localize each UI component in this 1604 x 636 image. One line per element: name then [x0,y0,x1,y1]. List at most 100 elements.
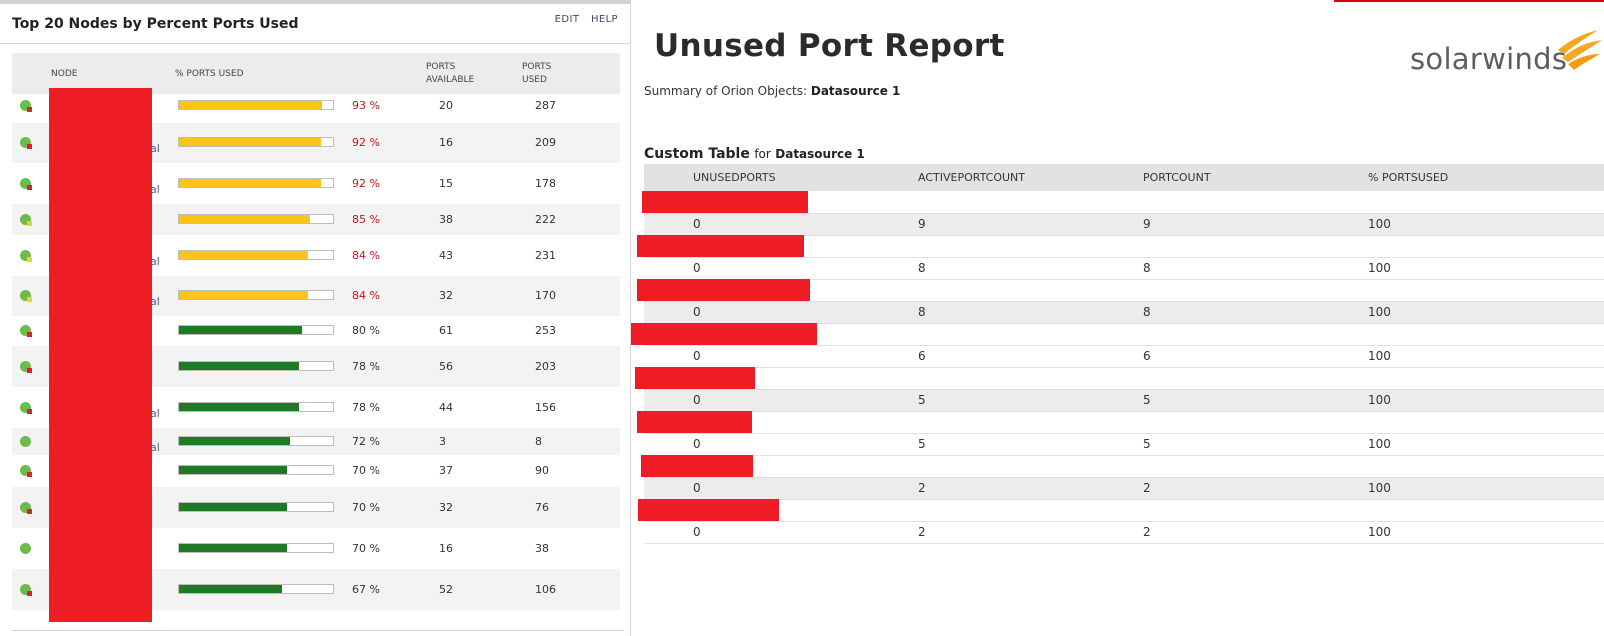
summary-line: Summary of Orion Objects: Datasource 1 [644,84,900,98]
activeportcount-value: 2 [918,481,926,495]
portcount-value: 2 [1143,525,1151,539]
table-row-band [644,301,1604,324]
ports-used-value: 231 [535,249,556,262]
custom-table: UNUSEDPORTS ACTIVEPORTCOUNT PORTCOUNT % … [631,164,1604,544]
edit-link[interactable]: EDIT [554,14,580,25]
table-row[interactable]: al 78 % 44 156 [12,387,620,428]
ports-used-value: 287 [535,99,556,112]
table-row[interactable]: 0 5 5 100 [635,367,1604,412]
unusedports-value: 0 [693,305,701,319]
ports-available-value: 16 [439,542,453,555]
node-status-icon [20,436,31,447]
table-row[interactable]: al 84 % 43 231 [12,235,620,276]
pct-portsused-value: 100 [1368,217,1391,231]
column-header-ports-available[interactable]: PORTS AVAILABLE [426,61,474,87]
table-row[interactable]: 0 8 8 100 [637,235,1604,280]
ports-available-value: 20 [439,99,453,112]
help-link[interactable]: HELP [590,14,618,25]
table-row[interactable]: 70 % 37 90 [12,455,620,487]
column-header-ports-used-line1: PORTS [522,62,552,72]
column-header-activeportcount[interactable]: ACTIVEPORTCOUNT [918,171,1025,184]
pct-ports-used-value: 93 % [352,99,380,112]
node-name-link[interactable]: al [150,295,160,308]
table-row[interactable]: 0 5 5 100 [637,411,1604,456]
node-name-link[interactable]: al [150,142,160,155]
table-row[interactable]: 0 6 6 100 [631,323,1604,368]
status-badge-icon [27,368,32,373]
redacted-node-name [637,279,810,301]
unusedports-value: 0 [693,437,701,451]
table-row-band [644,477,1604,500]
custom-table-datasource: Datasource 1 [775,147,865,161]
ports-used-bar-fill [179,138,321,146]
node-name-link[interactable]: al [150,407,160,420]
node-status-icon [20,250,32,262]
custom-table-title-label: Custom Table [644,146,750,162]
ports-used-bar [178,436,334,446]
unusedports-value: 0 [693,217,701,231]
ports-available-value: 37 [439,464,453,477]
table-row[interactable]: al 92 % 15 178 [12,163,620,204]
node-status-icon [20,361,32,373]
ports-used-bar-fill [179,503,287,511]
redacted-node-name [635,367,755,389]
activeportcount-value: 8 [918,305,926,319]
custom-table-for: for [754,147,771,161]
status-badge-icon [27,144,32,149]
column-header-node[interactable]: NODE [51,69,78,79]
table-row[interactable]: 70 % 16 38 [12,528,620,569]
report-top-accent [1334,0,1604,2]
portcount-value: 5 [1143,437,1151,451]
ports-available-value: 38 [439,213,453,226]
pct-portsused-value: 100 [1368,393,1391,407]
activeportcount-value: 5 [918,437,926,451]
node-status-icon [20,214,32,226]
table-row[interactable]: 80 % 61 253 [12,316,620,346]
status-badge-icon [27,591,32,596]
summary-label: Summary of Orion Objects: [644,84,808,98]
column-header-unusedports[interactable]: UNUSEDPORTS [693,171,776,184]
pct-ports-used-value: 92 % [352,136,380,149]
status-badge-icon [27,221,32,226]
portcount-value: 6 [1143,349,1151,363]
portcount-value: 5 [1143,393,1151,407]
table-row[interactable]: 0 2 2 100 [641,455,1604,500]
table-row[interactable]: 0 8 8 100 [637,279,1604,324]
ports-used-bar [178,214,334,224]
node-name-link[interactable]: al [150,183,160,196]
node-status-icon [20,465,32,477]
ports-used-bar [178,402,334,412]
status-badge-icon [27,409,32,414]
table-row[interactable]: 0 9 9 100 [642,191,1604,236]
ports-used-value: 178 [535,177,556,190]
panel-header-links: EDIT HELP [547,14,618,25]
table-row[interactable]: 93 % 20 287 [12,93,620,119]
node-name-link[interactable]: al [150,441,160,454]
top-nodes-panel: Top 20 Nodes by Percent Ports Used EDIT … [0,0,631,636]
pct-ports-used-value: 92 % [352,177,380,190]
custom-table-title: Custom Table for Datasource 1 [644,146,865,162]
table-row[interactable]: 0 2 2 100 [638,499,1604,544]
ports-used-value: 156 [535,401,556,414]
ports-used-bar-fill [179,179,321,187]
ports-available-value: 52 [439,583,453,596]
node-name-link[interactable]: al [150,255,160,268]
pct-ports-used-value: 78 % [352,360,380,373]
column-header-portcount[interactable]: PORTCOUNT [1143,171,1211,184]
ports-available-value: 32 [439,289,453,302]
column-header-ports-used[interactable]: PORTS USED [522,61,551,87]
ports-used-bar [178,465,334,475]
node-status-icon [20,137,32,149]
logo-flame-icon [1558,30,1602,70]
portcount-value: 2 [1143,481,1151,495]
pct-portsused-value: 100 [1368,525,1391,539]
pct-ports-used-value: 70 % [352,542,380,555]
activeportcount-value: 9 [918,217,926,231]
table-row-band [644,433,1604,456]
ports-used-bar-fill [179,362,300,370]
column-header-pct-portsused[interactable]: % PORTSUSED [1368,171,1449,184]
ports-used-bar-fill [179,251,309,259]
ports-available-value: 15 [439,177,453,190]
column-header-pct-ports-used[interactable]: % PORTS USED [175,69,244,79]
custom-table-body: 0 9 9 100 0 8 8 100 0 8 8 100 0 6 6 100 0 5 5 100 0 5 5 100 0 2 2 1… [631,191,1604,544]
